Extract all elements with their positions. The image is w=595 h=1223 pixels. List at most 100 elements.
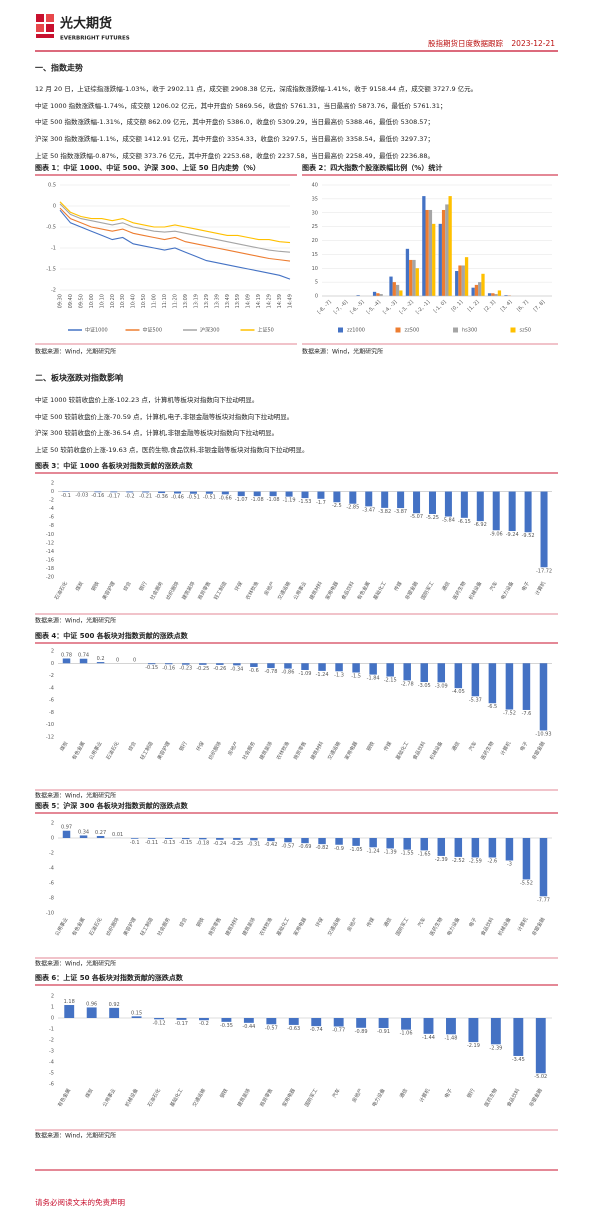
bar [369, 838, 376, 847]
data-label: 1.18 [64, 999, 75, 1005]
x-tick-label: [-1, 0] [433, 299, 448, 314]
bar [97, 662, 104, 663]
bar [352, 838, 359, 846]
bar [393, 282, 396, 296]
data-label: -0.16 [162, 665, 175, 671]
x-tick-label: 10:40 [131, 294, 137, 308]
x-tick-label: 通信 [440, 580, 451, 592]
y-tick-label: 40 [312, 183, 318, 189]
bar [365, 492, 372, 507]
legend-swatch [338, 328, 343, 333]
x-tick-label: 煤炭 [74, 580, 85, 592]
bar [397, 492, 404, 509]
bar [540, 838, 547, 896]
x-tick-label: 农林牧渔 [258, 916, 274, 937]
x-tick-label: 10:20 [110, 294, 116, 308]
bar [334, 1018, 344, 1026]
x-tick-label: [-4, -3] [382, 299, 398, 315]
bar [270, 492, 277, 497]
y-tick-label: -12 [46, 735, 54, 741]
data-label: 0.2 [97, 656, 105, 662]
x-tick-label: 国防军工 [394, 916, 410, 937]
bar [286, 492, 293, 497]
data-label: -5.07 [410, 514, 423, 520]
paragraph: 12 月 20 日，上证综指涨跌幅-1.03%，收于 2902.11 点，成交额… [35, 84, 477, 93]
y-tick-label: 15 [312, 252, 318, 258]
bar [216, 663, 223, 665]
bar [199, 838, 206, 839]
data-label: -1.53 [299, 499, 312, 505]
legend-swatch [511, 328, 516, 333]
x-tick-label: 建筑装饰 [241, 916, 257, 937]
x-tick-label: [1, 2] [467, 299, 481, 313]
x-tick-label: 房地产 [226, 740, 240, 757]
data-label: -2.59 [469, 858, 482, 864]
data-label: -0.15 [179, 840, 192, 846]
data-label: -0.25 [230, 841, 243, 847]
y-tick-label: 25 [312, 224, 318, 230]
data-label: -1.55 [401, 851, 414, 857]
x-tick-label: 交通运输 [326, 916, 342, 937]
series-line [60, 208, 290, 261]
x-tick-label: 电子 [467, 916, 478, 928]
data-label: 0.96 [86, 1001, 97, 1007]
x-tick-label: 家用电器 [292, 916, 308, 937]
data-label: -0.78 [264, 669, 277, 675]
bar [63, 658, 70, 663]
series-line [60, 210, 290, 279]
x-tick-label: 综合 [127, 740, 138, 752]
x-tick-label: [-5, -4] [366, 299, 382, 315]
x-tick-label: 医药生物 [428, 916, 444, 937]
data-label: -3.47 [362, 507, 375, 513]
x-tick-label: 13:39 [214, 294, 220, 308]
bar [97, 836, 104, 838]
bar [244, 1018, 254, 1023]
x-tick-label: [-3, -2] [399, 299, 415, 315]
x-tick-label: 钢铁 [195, 916, 206, 928]
data-label: -2.85 [346, 505, 359, 511]
x-tick-label: 建筑装饰 [180, 580, 196, 601]
data-label: -0.57 [281, 843, 294, 849]
source-note: 数据来源：Wind，光期研究所 [35, 617, 116, 625]
bar [301, 838, 308, 843]
bar [154, 1018, 164, 1019]
section-title: 二、板块涨跌对指数影响 [35, 373, 123, 383]
data-label: -0.1 [61, 493, 71, 499]
bar [536, 1018, 546, 1073]
section-title: 一、指数走势 [35, 63, 83, 73]
data-label: -9.52 [522, 533, 535, 539]
data-label: -0.82 [316, 845, 329, 851]
data-label: 0.15 [131, 1010, 142, 1016]
bar [438, 663, 445, 682]
data-label: -1.3 [334, 672, 344, 678]
data-label: -0.44 [242, 1024, 255, 1030]
y-tick-label: 0 [53, 204, 56, 210]
y-tick-label: -14 [46, 549, 54, 555]
x-tick-label: 电力设备 [499, 580, 515, 601]
data-label: -0.42 [264, 842, 277, 848]
data-label: -1.06 [400, 1031, 413, 1037]
data-label: -0.25 [196, 666, 209, 672]
bar [472, 288, 475, 296]
x-tick-label: 轻工制造 [212, 580, 228, 601]
y-tick-label: -10 [46, 911, 54, 917]
bar [177, 1018, 187, 1020]
data-label: -17.72 [536, 568, 552, 574]
bar [498, 290, 501, 296]
bar [182, 663, 189, 664]
x-tick-label: [-6, -5] [349, 299, 365, 315]
x-tick-label: 计算机 [533, 580, 547, 597]
y-tick-label: -6 [49, 881, 54, 887]
bar [412, 260, 415, 296]
data-label: -0.26 [213, 666, 226, 672]
data-label: -2.39 [489, 1045, 502, 1051]
bar [284, 838, 291, 842]
x-tick-label: 公用事业 [101, 1087, 117, 1108]
data-label: -1.09 [299, 671, 312, 677]
y-tick-label: -2 [51, 288, 56, 294]
bar [403, 663, 410, 680]
bar [80, 659, 87, 664]
bar [455, 838, 462, 857]
x-tick-label: 银行 [138, 580, 149, 592]
x-tick-label: 10:50 [141, 294, 147, 308]
